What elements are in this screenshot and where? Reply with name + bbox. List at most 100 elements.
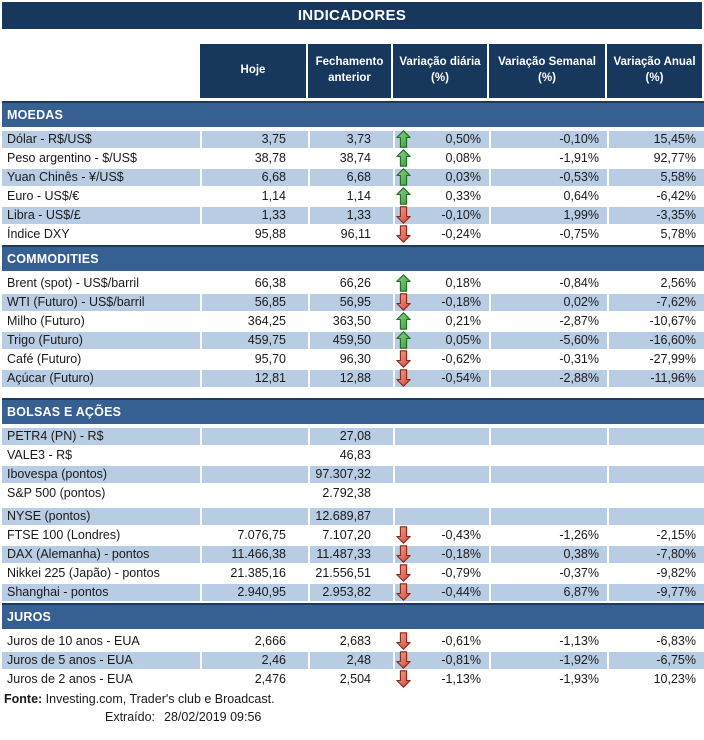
cell-fechamento: 6,68 xyxy=(310,169,393,186)
cell-variacao-semanal: -1,92% xyxy=(491,652,607,669)
cell-variacao-semanal: -1,26% xyxy=(559,528,599,542)
source-text: Investing.com, Trader's club e Broadcast… xyxy=(42,692,275,706)
table-row-yuan-chines-us: Yuan Chinês - ¥/US$ 6,68 6,68 0,03% -0,53% 5,… xyxy=(2,168,704,186)
cell-indicator-label: Libra - US$/£ xyxy=(2,207,200,224)
cell-variacao-semanal: -2,87% xyxy=(559,314,599,328)
cell-fechamento: 3,73 xyxy=(310,131,393,148)
cell-hoje xyxy=(202,428,308,445)
cell-fechamento: 7.107,20 xyxy=(322,528,371,542)
down-arrow-icon xyxy=(396,632,411,650)
section-rows: Dólar - R$/US$ 3,75 3,73 0,50% -0,10% 15,45% P… xyxy=(2,130,704,243)
section-moedas: MOEDAS Dólar - R$/US$ 3,75 3,73 0,50% -0,10% 1… xyxy=(2,101,704,243)
cell-hoje xyxy=(202,466,308,483)
down-arrow-icon xyxy=(396,350,411,368)
cell-hoje: 7.076,75 xyxy=(237,528,286,542)
cell-variacao-diaria: -0,18% xyxy=(395,293,489,311)
sections-container: MOEDAS Dólar - R$/US$ 3,75 3,73 0,50% -0,10% 1… xyxy=(2,101,704,688)
cell-variacao-semanal: -0,53% xyxy=(491,169,607,186)
down-arrow-icon xyxy=(396,670,411,688)
section-rows: Juros de 10 anos - EUA 2,666 2,683 -0,61% -1… xyxy=(2,632,704,688)
cell-hoje: 2,46 xyxy=(202,652,308,669)
cell-fechamento: 2.953,82 xyxy=(310,584,393,601)
cell-fechamento: 12.689,87 xyxy=(310,508,393,525)
cell-variacao-semanal: -1,93% xyxy=(559,672,599,686)
table-row-juros-de-10-anos-eua: Juros de 10 anos - EUA 2,666 2,683 -0,61% -1… xyxy=(2,632,704,650)
cell-indicator-label: Trigo (Futuro) xyxy=(2,332,200,349)
column-header-fechamento: Fechamento anterior xyxy=(308,44,391,98)
cell-indicator-label: Milho (Futuro) xyxy=(7,314,85,328)
cell-variacao-diaria: 0,05% xyxy=(395,331,489,349)
up-arrow-icon xyxy=(396,274,411,292)
cell-variacao-semanal: -1,91% xyxy=(559,151,599,165)
cell-variacao-diaria: -0,54% xyxy=(395,369,489,387)
down-arrow-icon xyxy=(396,369,411,387)
cell-hoje: 56,85 xyxy=(202,294,308,311)
cell-variacao-diaria: 0,03% xyxy=(395,168,489,186)
source-line: Fonte: Investing.com, Trader's club e Br… xyxy=(4,691,704,708)
table-row-peso-argentino-us: Peso argentino - $/US$ 38,78 38,74 0,08% -1,… xyxy=(2,149,704,167)
cell-variacao-semanal: -0,37% xyxy=(559,566,599,580)
section-juros: JUROS Juros de 10 anos - EUA 2,666 2,683 -0,… xyxy=(2,603,704,688)
cell-variacao-semanal: 1,99% xyxy=(491,207,607,224)
column-header-row: Hoje Fechamento anterior Variação diária… xyxy=(200,44,704,98)
cell-indicator-label: S&P 500 (pontos) xyxy=(7,486,106,500)
column-header-variacao-semanal: Variação Semanal (%) xyxy=(489,44,605,98)
table-row-euro-us: Euro - US$/€ 1,14 1,14 0,33% 0,64% -6,42% xyxy=(2,187,704,205)
cell-hoje: 12,81 xyxy=(202,370,308,387)
down-arrow-icon xyxy=(396,293,411,311)
cell-indicator-label: DAX (Alemanha) - pontos xyxy=(2,546,200,563)
up-arrow-icon xyxy=(396,312,411,330)
cell-fechamento: 12,88 xyxy=(310,370,393,387)
table-row-wti-futuro-us-barril: WTI (Futuro) - US$/barril 56,85 56,95 -0,18… xyxy=(2,293,704,311)
cell-fechamento: 46,83 xyxy=(339,448,371,462)
cell-variacao-anual: -10,67% xyxy=(649,314,696,328)
cell-indicator-label: Café (Futuro) xyxy=(7,352,82,366)
cell-hoje: 38,78 xyxy=(254,151,286,165)
table-row-dax-alemanha-pontos: DAX (Alemanha) - pontos 11.466,38 11.487,3… xyxy=(2,545,704,563)
section-commodities: COMMODITIES Brent (spot) - US$/barril 66,3… xyxy=(2,245,704,387)
report-footer: Fonte: Investing.com, Trader's club e Br… xyxy=(2,691,704,726)
column-header-variacao-anual: Variação Anual (%) xyxy=(607,44,702,98)
cell-variacao-diaria xyxy=(395,428,489,445)
cell-indicator-label: Juros de 5 anos - EUA xyxy=(2,652,200,669)
table-row-shanghai-pontos: Shanghai - pontos 2.940,95 2.953,82 -0,44% 6… xyxy=(2,583,704,601)
table-row-ftse-100-londres: FTSE 100 (Londres) 7.076,75 7.107,20 -0,43%… xyxy=(2,526,704,544)
table-row-s-p-500-pontos: S&P 500 (pontos) 2.792,38 xyxy=(2,485,704,502)
cell-variacao-anual: -27,99% xyxy=(649,352,696,366)
page-title: INDICADORES xyxy=(297,7,407,24)
source-label: Fonte: xyxy=(4,692,43,706)
cell-hoje: 6,68 xyxy=(202,169,308,186)
cell-variacao-diaria xyxy=(395,508,489,525)
cell-hoje: 3,75 xyxy=(202,131,308,148)
table-row-ibovespa-pontos: Ibovespa (pontos) 97.307,32 xyxy=(2,466,704,483)
cell-fechamento: 27,08 xyxy=(310,428,393,445)
cell-variacao-semanal: -2,88% xyxy=(491,370,607,387)
cell-hoje: 95,88 xyxy=(254,227,286,241)
table-row-vale3-r: VALE3 - R$ 46,83 xyxy=(2,447,704,464)
table-row-nyse-pontos: NYSE (pontos) 12.689,87 xyxy=(2,508,704,525)
cell-variacao-anual: -3,35% xyxy=(609,207,704,224)
section-rows: PETR4 (PN) - R$ 27,08 VALE3 - R$ 46,83 Ibove… xyxy=(2,428,704,601)
cell-indicator-label: Índice DXY xyxy=(7,227,70,241)
cell-indicator-label: Yuan Chinês - ¥/US$ xyxy=(2,169,200,186)
cell-fechamento: 38,74 xyxy=(339,151,371,165)
cell-variacao-semanal: 6,87% xyxy=(491,584,607,601)
cell-variacao-anual xyxy=(609,466,704,483)
cell-variacao-anual: -6,83% xyxy=(656,634,696,648)
cell-variacao-semanal: -0,31% xyxy=(559,352,599,366)
table-row-trigo-futuro: Trigo (Futuro) 459,75 459,50 0,05% -5,60% -16… xyxy=(2,331,704,349)
cell-variacao-diaria: -0,10% xyxy=(395,206,489,224)
cell-indicator-label: Nikkei 225 (Japão) - pontos xyxy=(7,566,160,580)
cell-indicator-label: Euro - US$/€ xyxy=(7,189,80,203)
cell-variacao-anual: -6,75% xyxy=(609,652,704,669)
extracted-timestamp: 28/02/2019 09:56 xyxy=(164,710,262,724)
table-row-brent-spot-us-barril: Brent (spot) - US$/barril 66,38 66,26 0,18%… xyxy=(2,274,704,292)
table-row-indice-dxy: Índice DXY 95,88 96,11 -0,24% -0,75% 5,78% xyxy=(2,225,704,243)
cell-indicator-label: PETR4 (PN) - R$ xyxy=(2,428,200,445)
down-arrow-icon xyxy=(396,206,411,224)
cell-variacao-anual xyxy=(609,485,704,502)
table-row-juros-de-2-anos-eua: Juros de 2 anos - EUA 2,476 2,504 -1,13% -1,… xyxy=(2,670,704,688)
table-row-libra-us: Libra - US$/£ 1,33 1,33 -0,10% 1,99% -3,35% xyxy=(2,206,704,224)
cell-hoje xyxy=(202,447,308,464)
table-row-dolar-r-us: Dólar - R$/US$ 3,75 3,73 0,50% -0,10% 15,45% xyxy=(2,130,704,148)
